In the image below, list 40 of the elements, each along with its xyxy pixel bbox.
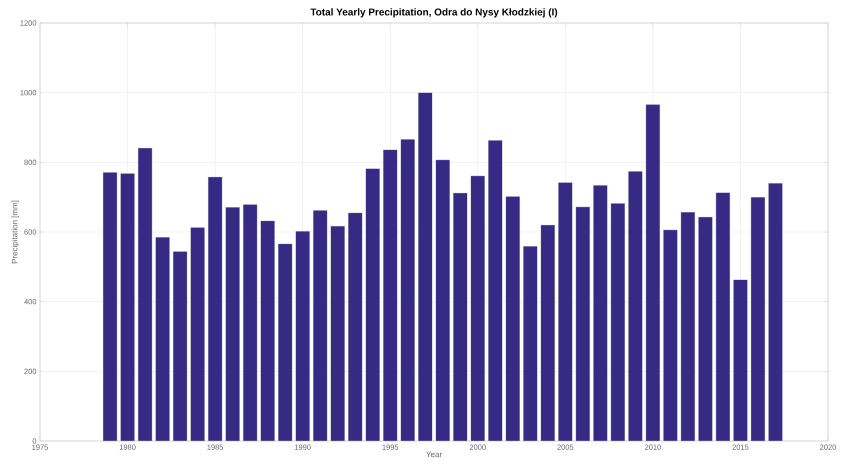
- bar: [120, 173, 135, 441]
- bar: [523, 246, 538, 441]
- bar: [190, 227, 205, 441]
- bar: [750, 196, 766, 441]
- bar: [698, 217, 712, 441]
- bar: [680, 212, 696, 441]
- bar: [400, 139, 415, 441]
- bar: [295, 231, 310, 441]
- bar: [436, 160, 450, 441]
- chart-title: Total Yearly Precipitation, Odra do Nysy Kłodzkiej (I): [310, 8, 558, 18]
- bar: [155, 237, 170, 441]
- bar: [366, 168, 380, 441]
- bar: [348, 212, 362, 441]
- bar: [383, 150, 398, 441]
- bar: [628, 171, 643, 441]
- bar: [540, 224, 556, 441]
- bar: [260, 220, 275, 441]
- bar: [768, 183, 783, 441]
- bar: [470, 176, 485, 441]
- bar: [225, 207, 240, 441]
- bar: [733, 280, 748, 441]
- bar: [330, 226, 345, 441]
- bar: [208, 176, 222, 441]
- bar: [453, 192, 468, 441]
- bar: [646, 104, 660, 441]
- bar: [506, 196, 520, 441]
- bar: [663, 230, 678, 441]
- bar: [138, 148, 152, 441]
- bar: [558, 182, 573, 441]
- bar: [312, 210, 328, 441]
- bar: [102, 172, 118, 441]
- bar: [610, 203, 626, 441]
- bar: [242, 204, 258, 441]
- bar: [593, 185, 608, 441]
- bar: [488, 140, 502, 441]
- bar: [716, 192, 730, 441]
- bar: [576, 206, 590, 441]
- bar: [278, 244, 292, 441]
- bar: [172, 251, 188, 441]
- bar: [418, 92, 432, 441]
